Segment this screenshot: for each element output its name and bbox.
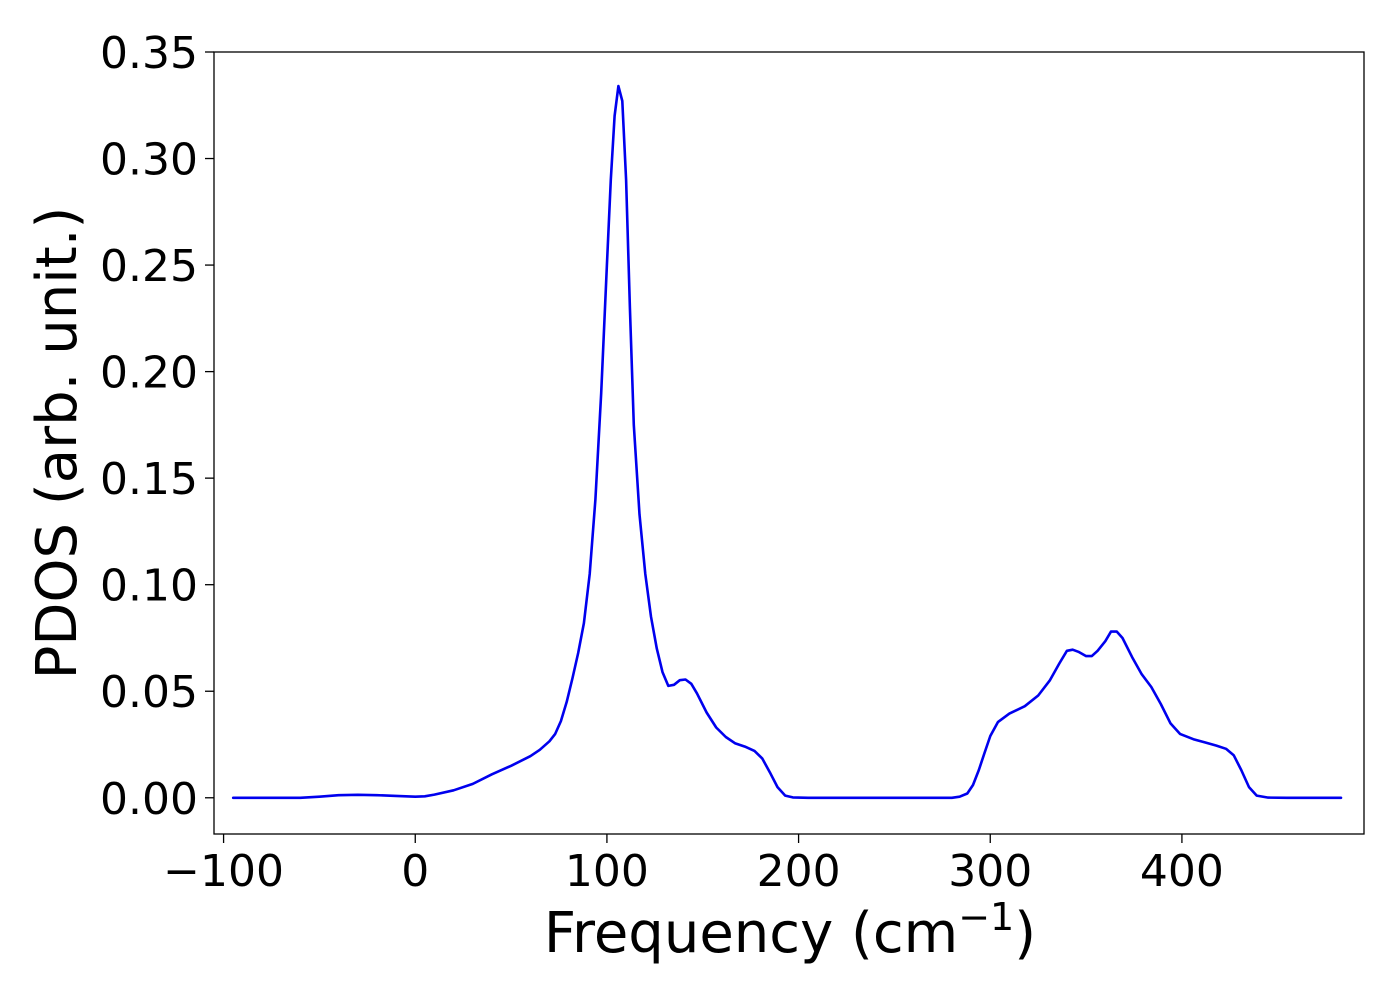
y-tick-label: 0.30 [100,135,198,186]
x-tick-label: 100 [565,846,649,897]
x-axis-label-exponent: −1 [958,895,1014,939]
y-axis-tick-labels: 0.00 0.05 0.10 0.15 0.20 0.25 0.30 0.35 [100,28,198,825]
y-tick-label: 0.25 [100,241,198,292]
y-tick-label: 0.20 [100,348,198,399]
x-axis-label-close: ) [1014,901,1036,966]
plot-area-frame [213,51,1365,835]
x-tick-label: 400 [1140,846,1224,897]
x-tick-label: 300 [948,846,1032,897]
y-axis-label: PDOS (arb. unit.) [25,207,90,680]
y-axis-tick-marks [205,51,214,799]
y-tick-label: 0.00 [100,774,198,825]
y-tick-label: 0.10 [100,561,198,612]
x-tick-label: 200 [757,846,841,897]
pdos-series-line [231,84,1343,800]
y-tick-label: 0.15 [100,454,198,505]
x-axis-label-main: Frequency (cm [544,901,958,966]
y-tick-label: 0.05 [100,667,198,718]
x-tick-label: −100 [163,846,284,897]
x-axis-label: Frequency (cm−1) [544,895,1036,966]
x-axis-tick-marks [222,834,1183,843]
x-tick-label: 0 [401,846,429,897]
y-tick-label: 0.35 [100,28,198,79]
x-axis-tick-labels: −100 0 100 200 300 400 [163,846,1224,897]
